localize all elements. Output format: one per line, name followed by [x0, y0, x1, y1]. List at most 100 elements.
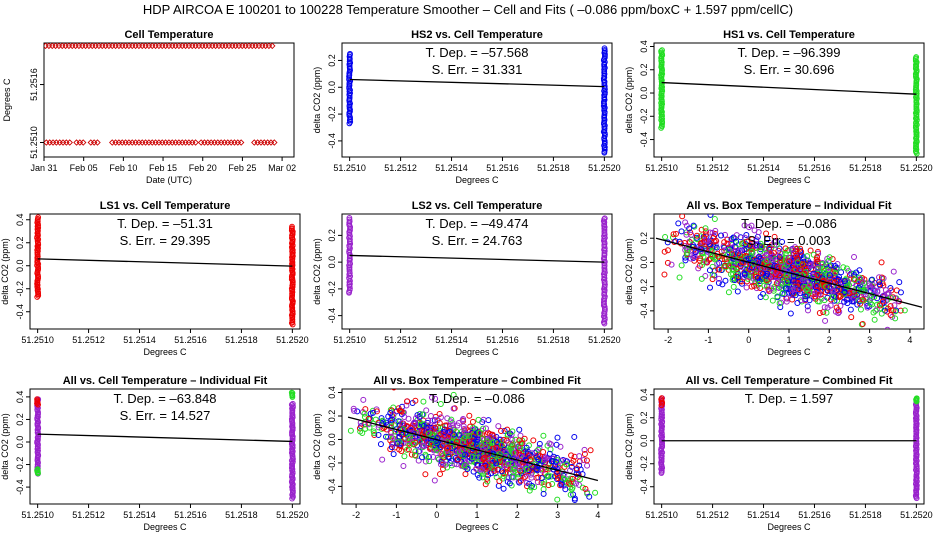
data-point: [756, 253, 763, 260]
data-point: [450, 391, 457, 398]
data-point: [806, 297, 813, 304]
data-point: [521, 435, 528, 442]
data-point: [767, 263, 774, 270]
data-point: [517, 467, 524, 474]
data-point: [876, 274, 883, 281]
data-point: [826, 272, 833, 279]
data-point: [224, 139, 232, 146]
data-point: [99, 43, 106, 50]
data-point: [553, 441, 560, 448]
data-point: [63, 139, 70, 146]
data-point: [857, 306, 864, 313]
data-point: [207, 139, 215, 146]
y-tick-label: 0.0: [327, 433, 337, 446]
data-point: [748, 283, 755, 290]
data-point: [833, 287, 840, 294]
data-point: [79, 139, 87, 146]
data-point: [878, 274, 885, 281]
data-point: [362, 425, 369, 432]
data-point: [105, 43, 113, 50]
data-point: [678, 228, 685, 235]
data-point: [505, 460, 512, 467]
annotation: S. Err. = 0.003: [747, 233, 830, 248]
data-point: [375, 432, 382, 439]
data-point: [805, 307, 812, 314]
data-point: [527, 456, 534, 463]
data-point: [540, 490, 547, 497]
data-point: [175, 139, 183, 146]
y-tick-label: 0.0: [639, 434, 649, 447]
data-point: [142, 43, 149, 50]
data-point: [159, 43, 166, 50]
data-point: [408, 451, 415, 458]
data-point: [693, 232, 700, 239]
data-point: [856, 274, 863, 281]
data-point: [112, 139, 119, 146]
data-point: [125, 139, 133, 146]
data-point: [445, 444, 452, 451]
data-point: [739, 280, 746, 287]
y-tick-label: -0.4: [327, 479, 337, 495]
panel-4: LS1 vs. Cell Temperature 51.2510 51.2512 51…: [0, 200, 309, 357]
y-tick-label: 0.4: [327, 386, 337, 399]
data-point: [913, 54, 920, 60]
data-point: [659, 433, 666, 440]
data-point: [179, 43, 186, 50]
data-point: [458, 450, 465, 457]
data-point: [214, 139, 222, 146]
data-point: [390, 451, 397, 458]
x-axis-label: Degrees C: [767, 347, 811, 357]
data-point: [815, 288, 822, 295]
data-point: [859, 278, 866, 285]
x-axis-label: Degrees C: [143, 347, 187, 357]
data-point: [347, 50, 353, 57]
data-point: [783, 279, 790, 286]
data-point: [776, 250, 783, 257]
data-point: [428, 440, 435, 447]
y-tick-label: 51.2516: [29, 68, 39, 101]
data-point: [498, 441, 505, 448]
fit-line: [37, 258, 293, 267]
data-point: [913, 482, 920, 489]
data-point: [698, 275, 705, 282]
data-point: [807, 281, 814, 288]
data-point: [94, 139, 101, 146]
data-point: [892, 308, 899, 315]
data-point: [890, 268, 897, 275]
data-point: [779, 285, 786, 292]
data-point: [691, 223, 698, 230]
data-point: [697, 240, 704, 247]
x-axis-label: Degrees C: [455, 175, 499, 185]
x-tick-label: -1: [704, 335, 712, 345]
data-point: [810, 261, 817, 268]
data-point: [347, 427, 354, 434]
data-point: [517, 477, 524, 484]
data-point: [444, 415, 451, 422]
x-tick-label: 51.2520: [276, 510, 309, 520]
data-point: [548, 473, 555, 480]
x-tick-label: Feb 10: [109, 163, 137, 173]
data-point: [129, 43, 136, 50]
data-point: [722, 263, 729, 270]
annotation: T. Dep. = –0.086: [741, 216, 837, 231]
y-tick-label: 0.4: [15, 391, 25, 404]
annotation: T. Dep. = –51.31: [117, 216, 213, 231]
data-point: [576, 481, 583, 488]
data-point: [887, 303, 894, 310]
data-point: [695, 265, 702, 272]
data-point: [34, 396, 40, 403]
data-point: [448, 416, 455, 423]
data-point: [162, 139, 169, 146]
data-point: [400, 462, 407, 469]
data-point: [377, 441, 384, 448]
data-point: [850, 276, 857, 283]
data-point: [567, 475, 574, 482]
data-point: [813, 283, 820, 290]
plot-area: [34, 214, 296, 328]
data-point: [789, 286, 796, 293]
data-point: [212, 43, 219, 50]
data-point: [763, 230, 770, 237]
data-point: [155, 139, 163, 146]
annotation: T. Dep. = –96.399: [738, 45, 841, 60]
data-point: [442, 461, 449, 468]
